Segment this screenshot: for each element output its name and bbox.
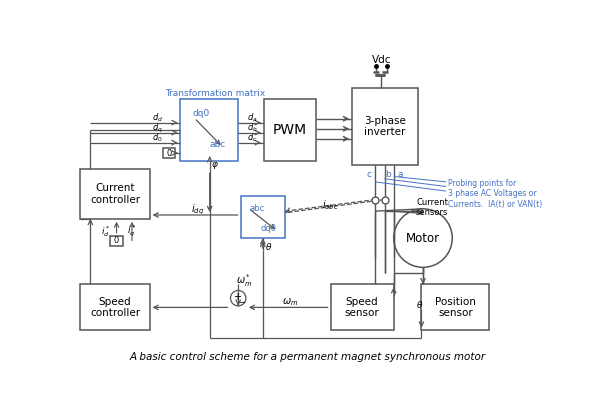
Bar bbox=[421, 284, 489, 330]
Text: abc: abc bbox=[250, 204, 265, 213]
Bar bbox=[80, 169, 149, 219]
Text: $i_{dq}$: $i_{dq}$ bbox=[191, 202, 204, 217]
Text: b: b bbox=[385, 171, 391, 180]
Circle shape bbox=[230, 290, 246, 306]
Text: Vdc: Vdc bbox=[371, 55, 391, 65]
Text: $d_c$: $d_c$ bbox=[247, 132, 257, 144]
Text: Speed
sensor: Speed sensor bbox=[345, 297, 380, 318]
Bar bbox=[163, 148, 175, 158]
Text: dq0: dq0 bbox=[192, 109, 209, 118]
Bar bbox=[241, 196, 285, 238]
Text: $d_a$: $d_a$ bbox=[247, 112, 257, 124]
Text: Position
sensor: Position sensor bbox=[435, 297, 476, 318]
Bar bbox=[263, 99, 316, 161]
Text: Current
controller: Current controller bbox=[90, 183, 140, 205]
Text: Probing points for
3 phase AC Voltages or
Currents.  IA(t) or VAN(t): Probing points for 3 phase AC Voltages o… bbox=[448, 179, 542, 208]
Circle shape bbox=[394, 209, 452, 267]
Text: $\omega_m$: $\omega_m$ bbox=[283, 296, 299, 308]
Text: $i_d^*$: $i_d^*$ bbox=[101, 224, 110, 239]
Text: A basic control scheme for a permanent magnet synchronous motor: A basic control scheme for a permanent m… bbox=[130, 352, 485, 363]
Bar bbox=[352, 88, 418, 165]
Text: $d_b$: $d_b$ bbox=[247, 122, 257, 134]
Text: Speed
controller: Speed controller bbox=[90, 297, 140, 318]
Text: φ: φ bbox=[211, 160, 217, 169]
Text: $d_0$: $d_0$ bbox=[152, 132, 163, 144]
Text: 0: 0 bbox=[166, 148, 172, 157]
Text: $i_q^*$: $i_q^*$ bbox=[127, 223, 137, 239]
Text: −: − bbox=[238, 298, 245, 307]
Text: $d_d$: $d_d$ bbox=[152, 112, 163, 124]
Text: c: c bbox=[367, 171, 371, 180]
Text: PWM: PWM bbox=[273, 123, 307, 137]
Text: $i_{abc}$: $i_{abc}$ bbox=[322, 198, 339, 212]
Text: θ: θ bbox=[416, 301, 422, 310]
Text: +: + bbox=[233, 293, 241, 302]
Bar bbox=[181, 99, 238, 161]
Text: dq0: dq0 bbox=[260, 224, 277, 233]
Text: Current
sensors: Current sensors bbox=[416, 198, 448, 217]
Text: abc: abc bbox=[210, 140, 226, 149]
Bar bbox=[80, 284, 149, 330]
Text: a: a bbox=[398, 171, 403, 180]
Text: $\omega_m^*$: $\omega_m^*$ bbox=[236, 272, 253, 289]
Text: Motor: Motor bbox=[406, 232, 440, 245]
Text: $d_q$: $d_q$ bbox=[152, 122, 163, 135]
Text: Transformation matrix: Transformation matrix bbox=[165, 89, 265, 98]
Bar bbox=[331, 284, 394, 330]
Text: θ: θ bbox=[266, 243, 272, 252]
Text: 3-phase
inverter: 3-phase inverter bbox=[364, 116, 406, 137]
Bar bbox=[110, 236, 124, 246]
Text: 0: 0 bbox=[114, 236, 119, 245]
